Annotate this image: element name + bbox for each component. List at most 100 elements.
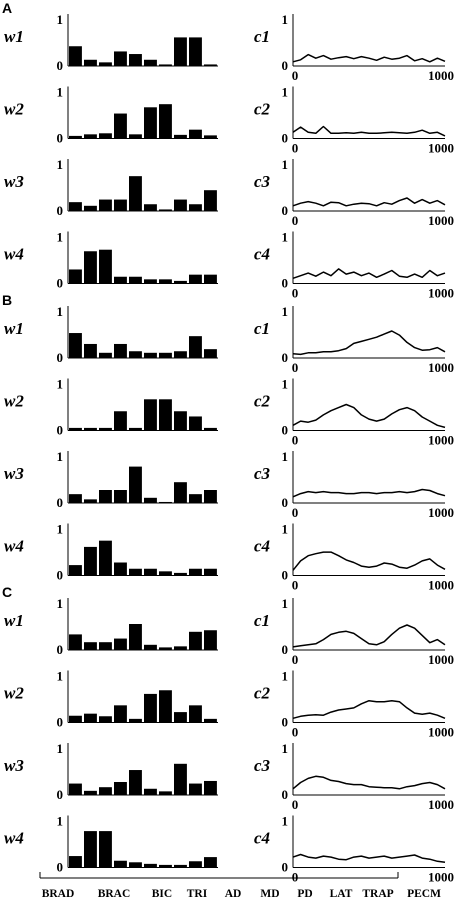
x-tick-max: 1000 <box>428 286 454 301</box>
x-tick-max: 1000 <box>428 797 454 812</box>
weight-bar-pd <box>159 399 172 431</box>
weight-label: w4 <box>4 245 24 264</box>
y-tick-max: 1 <box>57 377 64 392</box>
weight-bar-tri <box>114 343 127 358</box>
y-tick-min: 0 <box>57 423 64 438</box>
weight-bar-pecm <box>204 780 217 795</box>
weight-bar-brac <box>84 134 97 139</box>
weight-bar-brac <box>84 831 97 868</box>
weight-bar-lat <box>174 482 187 503</box>
y-tick-max: 1 <box>57 12 64 27</box>
weight-bar-bic <box>99 133 112 139</box>
curve-y-tick-max: 1 <box>282 85 289 100</box>
weight-bar-ad <box>129 466 142 503</box>
muscle-label-tri: TRI <box>187 888 208 900</box>
activation-curve <box>292 403 446 429</box>
weight-bar-brad <box>69 269 82 284</box>
weight-bar-trap <box>189 705 202 723</box>
weight-bar-md <box>144 693 157 723</box>
x-tick-min: 0 <box>292 433 299 448</box>
weight-label: w2 <box>4 684 24 703</box>
weight-bar-ad <box>129 276 142 284</box>
y-tick-max: 1 <box>57 669 64 684</box>
x-tick-min: 0 <box>292 213 299 228</box>
x-tick-min: 0 <box>292 797 299 812</box>
weight-bar-md <box>144 107 157 139</box>
weight-bar-pd <box>159 791 172 795</box>
weight-bar-ad <box>129 351 142 358</box>
weight-bar-trap <box>189 494 202 503</box>
weight-bar-bic <box>99 62 112 66</box>
activation-curve <box>292 624 446 648</box>
weight-bar-pecm <box>204 718 217 723</box>
activation-curve <box>292 197 446 207</box>
weight-bar-lat <box>174 37 187 66</box>
x-tick-max: 1000 <box>428 578 454 593</box>
curve-label: c3 <box>254 172 271 191</box>
weight-bar-md <box>144 644 157 650</box>
weight-bar-brad <box>69 856 82 868</box>
y-tick-min: 0 <box>57 58 64 73</box>
weight-label: w2 <box>4 392 24 411</box>
curve-y-tick-max: 1 <box>282 814 289 829</box>
weight-bar-bic <box>99 249 112 284</box>
curve-y-tick-max: 1 <box>282 12 289 27</box>
muscle-label-trap: TRAP <box>362 888 393 900</box>
y-tick-max: 1 <box>57 304 64 319</box>
weight-bar-brac <box>84 499 97 503</box>
curve-y-tick-max: 1 <box>282 377 289 392</box>
weight-bar-pecm <box>204 490 217 503</box>
curve-y-tick-max: 1 <box>282 230 289 245</box>
x-tick-max: 1000 <box>428 870 454 885</box>
muscle-label-ad: AD <box>225 888 242 900</box>
weight-bar-pecm <box>204 64 217 66</box>
weight-label: w3 <box>4 756 24 775</box>
weight-bar-brad <box>69 135 82 139</box>
weight-bar-pd <box>159 864 172 868</box>
weight-bar-md <box>144 204 157 211</box>
weight-bar-brad <box>69 783 82 795</box>
curve-y-tick-min: 0 <box>282 276 289 291</box>
weight-bar-bic <box>99 427 112 431</box>
weight-bar-pd <box>159 64 172 66</box>
weight-bar-brad <box>69 202 82 211</box>
weight-bar-pecm <box>204 190 217 211</box>
weight-bar-brad <box>69 46 82 66</box>
muscle-label-brac: BRAC <box>98 888 131 900</box>
weight-bar-bic <box>99 199 112 211</box>
curve-label: c2 <box>254 100 271 119</box>
weight-bar-bic <box>99 787 112 795</box>
curve-y-tick-max: 1 <box>282 304 289 319</box>
weight-bar-pd <box>159 501 172 503</box>
weight-label: w1 <box>4 611 24 630</box>
weight-bar-ad <box>129 770 142 795</box>
x-tick-max: 1000 <box>428 360 454 375</box>
activation-curve <box>292 268 446 280</box>
weight-bar-tri <box>114 562 127 576</box>
weight-bar-ad <box>129 624 142 650</box>
weight-bar-brad <box>69 427 82 431</box>
y-tick-max: 1 <box>57 230 64 245</box>
y-tick-max: 1 <box>57 741 64 756</box>
weight-bar-trap <box>189 861 202 868</box>
curve-y-tick-min: 0 <box>282 58 289 73</box>
weight-bar-pd <box>159 209 172 211</box>
x-tick-min: 0 <box>292 578 299 593</box>
curve-y-tick-max: 1 <box>282 522 289 537</box>
x-tick-min: 0 <box>292 286 299 301</box>
activation-curve <box>292 551 446 571</box>
weight-bar-lat <box>174 280 187 284</box>
x-tick-min: 0 <box>292 870 299 885</box>
y-tick-max: 1 <box>57 596 64 611</box>
weight-bar-lat <box>174 763 187 795</box>
weight-bar-lat <box>174 199 187 211</box>
x-tick-min: 0 <box>292 505 299 520</box>
weight-bar-bic <box>99 540 112 576</box>
weight-bar-trap <box>189 129 202 139</box>
y-tick-min: 0 <box>57 495 64 510</box>
